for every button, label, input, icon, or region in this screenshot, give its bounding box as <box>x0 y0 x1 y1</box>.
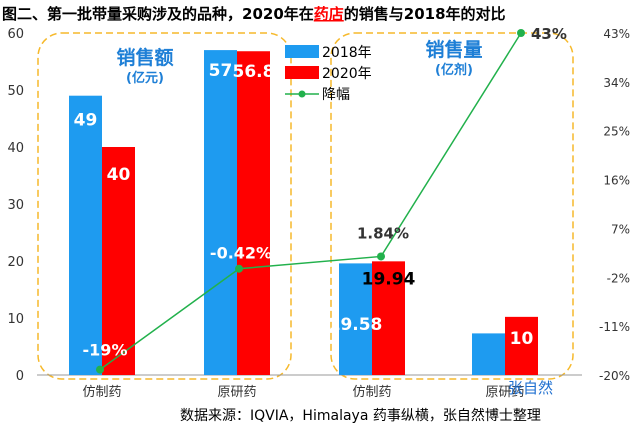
source-note: 数据来源：IQVIA，Himalaya 药事纵横，张自然博士整理 <box>180 407 541 424</box>
right-tick-label: 16% <box>603 174 630 188</box>
right-tick-label: 43% <box>603 27 630 41</box>
chart-title-part-2: 药店 <box>314 5 344 23</box>
bar-value-label: 49 <box>74 111 98 131</box>
legend-label-2020: 2020年 <box>322 66 372 82</box>
left-tick-label: 60 <box>7 27 24 42</box>
bar <box>102 147 135 375</box>
watermark-text: 张自然 <box>508 379 553 397</box>
group-title-sales-amount: 销售额 <box>116 46 173 69</box>
left-tick-label: 10 <box>7 312 24 327</box>
category-labels: 仿制药 原研药 仿制药 原研药 <box>82 385 524 400</box>
left-tick-label: 20 <box>7 255 24 270</box>
bar-value-label: 56.8 <box>233 62 275 82</box>
bar <box>339 263 372 375</box>
sales-amount-group-box <box>37 32 292 380</box>
bars: 49 40 57 56.8 19.58 19.94 10 <box>69 50 538 376</box>
decline-line-layer: -19% -0.42% 1.84% 43% <box>83 25 567 374</box>
right-tick-label: -2% <box>607 271 630 285</box>
left-tick-label: 0 <box>16 369 24 384</box>
legend-label-2018: 2018年 <box>322 45 372 61</box>
decline-marker <box>377 252 385 261</box>
bar-value-label: 10 <box>510 329 534 349</box>
right-axis-ticks: -20% -11% -2% 7% 16% 25% 34% 43% <box>599 27 630 383</box>
right-tick-label: -11% <box>599 320 630 334</box>
bar-value-label: 19.58 <box>329 315 383 335</box>
category-label: 仿制药 <box>352 385 391 400</box>
decline-marker <box>517 29 525 37</box>
left-tick-label: 30 <box>7 198 24 213</box>
right-tick-label: 7% <box>611 222 630 236</box>
chart-title-part-1: 图二、第一批带量采购涉及的品种，2020年在 <box>2 5 314 23</box>
bar <box>505 316 538 375</box>
bar-value-label: 57 <box>209 61 233 81</box>
bar-value-label: 40 <box>107 165 131 185</box>
legend-swatch-2018 <box>285 45 319 58</box>
category-label: 仿制药 <box>82 385 121 400</box>
right-tick-label: 25% <box>603 125 630 139</box>
group-subtitle-sales-amount: (亿元) <box>126 70 164 86</box>
category-label: 原研药 <box>485 385 524 400</box>
chart-title-part-3: 的销售与2018年的对比 <box>344 5 506 23</box>
sales-volume-group-box <box>330 32 574 380</box>
decline-marker <box>235 264 243 273</box>
right-tick-label: -20% <box>599 369 630 383</box>
legend-label-decline: 降幅 <box>322 87 350 103</box>
bar <box>69 95 102 375</box>
bar <box>204 50 237 375</box>
group-subtitle-sales-volume: (亿剂) <box>435 62 473 78</box>
legend-swatch-decline-marker <box>298 90 306 98</box>
legend: 2018年 2020年 降幅 <box>285 45 372 103</box>
decline-marker <box>96 365 104 374</box>
category-label: 原研药 <box>217 385 256 400</box>
left-tick-label: 40 <box>7 141 24 156</box>
decline-value-label: -0.42% <box>210 244 272 263</box>
left-axis-ticks: 0 10 20 30 40 50 60 <box>7 27 24 384</box>
bar <box>372 261 405 375</box>
bar <box>472 333 505 375</box>
decline-value-label: 43% <box>531 25 567 43</box>
left-tick-label: 50 <box>7 84 24 99</box>
right-tick-label: 34% <box>603 76 630 90</box>
decline-value-label: -19% <box>83 341 128 360</box>
group-title-sales-volume: 销售量 <box>425 38 482 61</box>
decline-value-label: 1.84% <box>357 224 409 242</box>
bar-value-label: 19.94 <box>362 269 416 289</box>
bar <box>237 51 270 376</box>
decline-line <box>99 32 522 371</box>
chart-title: 图二、第一批带量采购涉及的品种，2020年在药店的销售与2018年的对比 <box>2 5 506 23</box>
legend-swatch-2020 <box>285 66 319 79</box>
